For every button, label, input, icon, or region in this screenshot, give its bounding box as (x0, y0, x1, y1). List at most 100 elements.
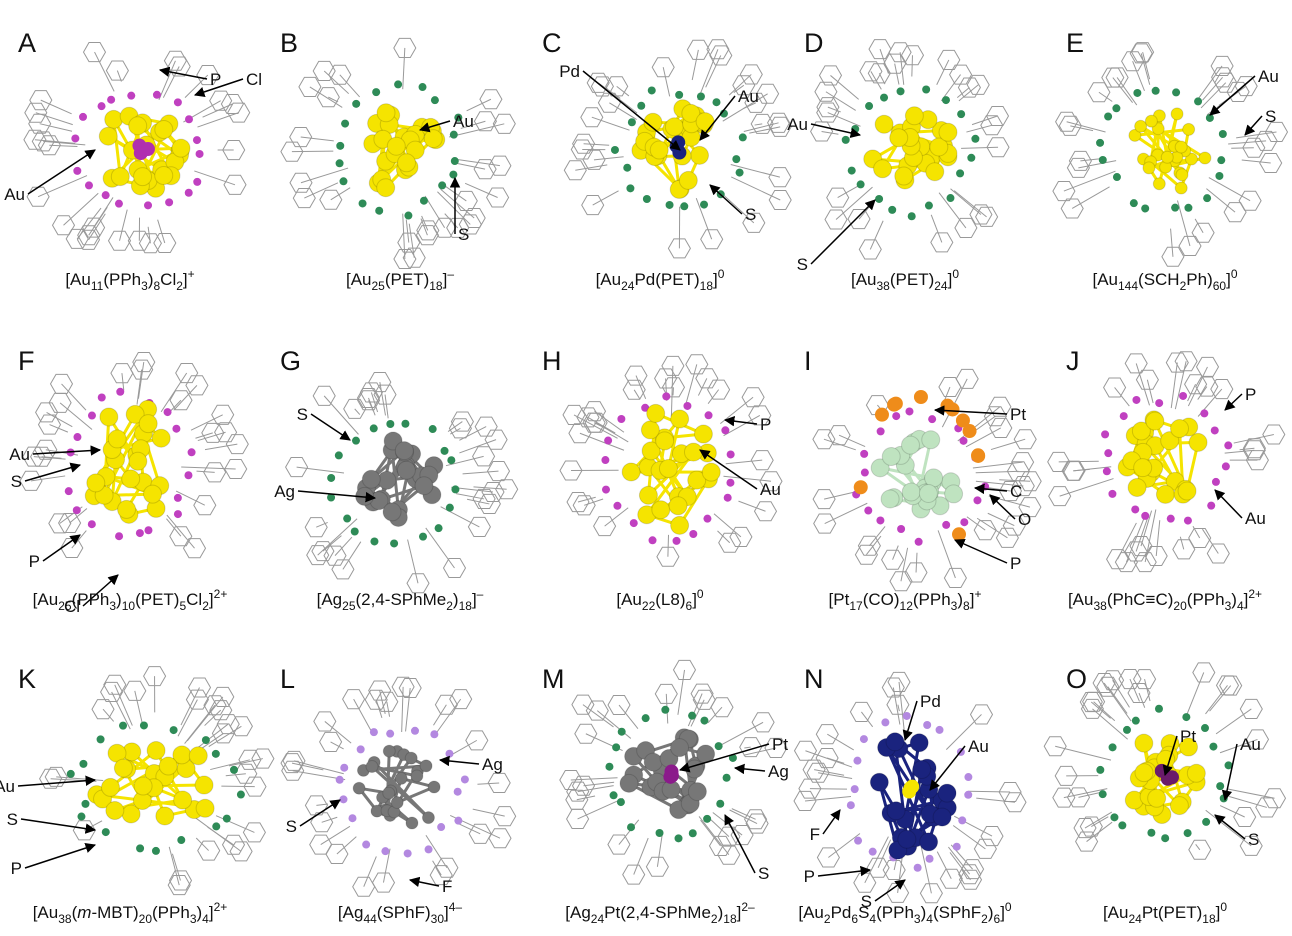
arrow (158, 66, 208, 80)
metal-atom (110, 167, 130, 187)
bond (591, 116, 630, 131)
ring (193, 495, 217, 516)
bond (291, 762, 324, 771)
ring (281, 760, 305, 781)
metal-atom (154, 166, 174, 186)
ligand-atom (881, 718, 890, 727)
ligand-atom (864, 506, 873, 515)
ring (1043, 736, 1067, 757)
ring (1118, 669, 1142, 690)
ligand-atom (410, 726, 419, 735)
ring (1178, 235, 1202, 256)
ring (368, 680, 392, 701)
bond (733, 84, 745, 93)
bond (466, 98, 492, 112)
bond (728, 74, 752, 96)
ligand-atom (923, 720, 932, 729)
ring (983, 406, 1007, 427)
panel-letter: K (18, 664, 36, 694)
bond (577, 798, 624, 820)
atom-label: P (1245, 385, 1256, 404)
bond (958, 84, 979, 102)
atom-label: Au (1245, 509, 1266, 528)
metal-atom (643, 112, 663, 132)
ring (1092, 673, 1116, 693)
accent-atom (955, 413, 970, 428)
caption-part: 3 (914, 912, 921, 926)
ligand-atom (1182, 713, 1191, 722)
ligand-atom (604, 436, 613, 445)
atom-label: Ag (482, 755, 503, 774)
arrow (699, 95, 736, 141)
ligand-atom (735, 168, 744, 177)
metal-atom (1170, 107, 1184, 121)
bond (1241, 159, 1271, 164)
bond (1197, 386, 1208, 400)
ring (1188, 528, 1212, 548)
caption-part: (PET) (890, 270, 934, 289)
ring (34, 439, 58, 460)
ligand-atom (959, 436, 968, 445)
ring (816, 847, 840, 868)
ring (91, 699, 115, 720)
ring (812, 429, 836, 450)
ligand-atom (946, 194, 955, 203)
caption-part: 25 (372, 279, 386, 293)
bond (39, 123, 73, 132)
bond (966, 516, 986, 531)
ring (995, 527, 1019, 548)
atom-label: P (11, 859, 22, 878)
bond (1144, 509, 1157, 563)
bond (1084, 811, 1113, 829)
ring (571, 775, 596, 796)
ligand-atom (1141, 511, 1150, 520)
cluster-core (84, 399, 171, 524)
bond (1236, 131, 1277, 139)
metal-atom (100, 777, 120, 797)
ligand-atom (187, 448, 196, 457)
ring (472, 446, 496, 467)
ligand-atom (437, 823, 446, 832)
accent-atom (140, 142, 155, 157)
ring (672, 659, 697, 680)
bond (43, 140, 86, 146)
bond (1132, 61, 1145, 92)
bond (987, 512, 1015, 527)
bond (473, 486, 507, 490)
bond (754, 123, 763, 126)
bond (593, 156, 624, 161)
bond (835, 186, 873, 220)
caption-part: -MBT) (91, 903, 138, 922)
ligand-atom (703, 514, 712, 523)
metal-atom (397, 153, 417, 173)
ring (695, 368, 719, 389)
ring (1165, 352, 1189, 373)
metal-atom (1134, 119, 1148, 133)
ring (1052, 787, 1076, 808)
caption-part: 2 (824, 912, 831, 926)
ring (1052, 181, 1076, 202)
caption-part: (SPhF) (377, 903, 431, 922)
bond (102, 708, 115, 722)
ligand-atom (173, 98, 182, 107)
arrow (929, 745, 966, 791)
ring (739, 64, 763, 85)
ligand-atom (714, 742, 723, 751)
ring (495, 479, 519, 500)
bond (386, 701, 391, 717)
ligand-atom (127, 91, 136, 100)
bond (743, 747, 777, 756)
bond (1117, 522, 1137, 560)
metal-atom (638, 485, 658, 505)
metal-atom (146, 741, 166, 761)
ligand-atom (738, 133, 747, 142)
ligand-atom (854, 836, 863, 845)
metal-atom (695, 112, 715, 132)
caption-part: – (477, 587, 484, 601)
ligand-atom (428, 425, 437, 434)
bond (402, 47, 406, 90)
caption-part: 8 (963, 599, 970, 613)
bond (892, 687, 901, 725)
